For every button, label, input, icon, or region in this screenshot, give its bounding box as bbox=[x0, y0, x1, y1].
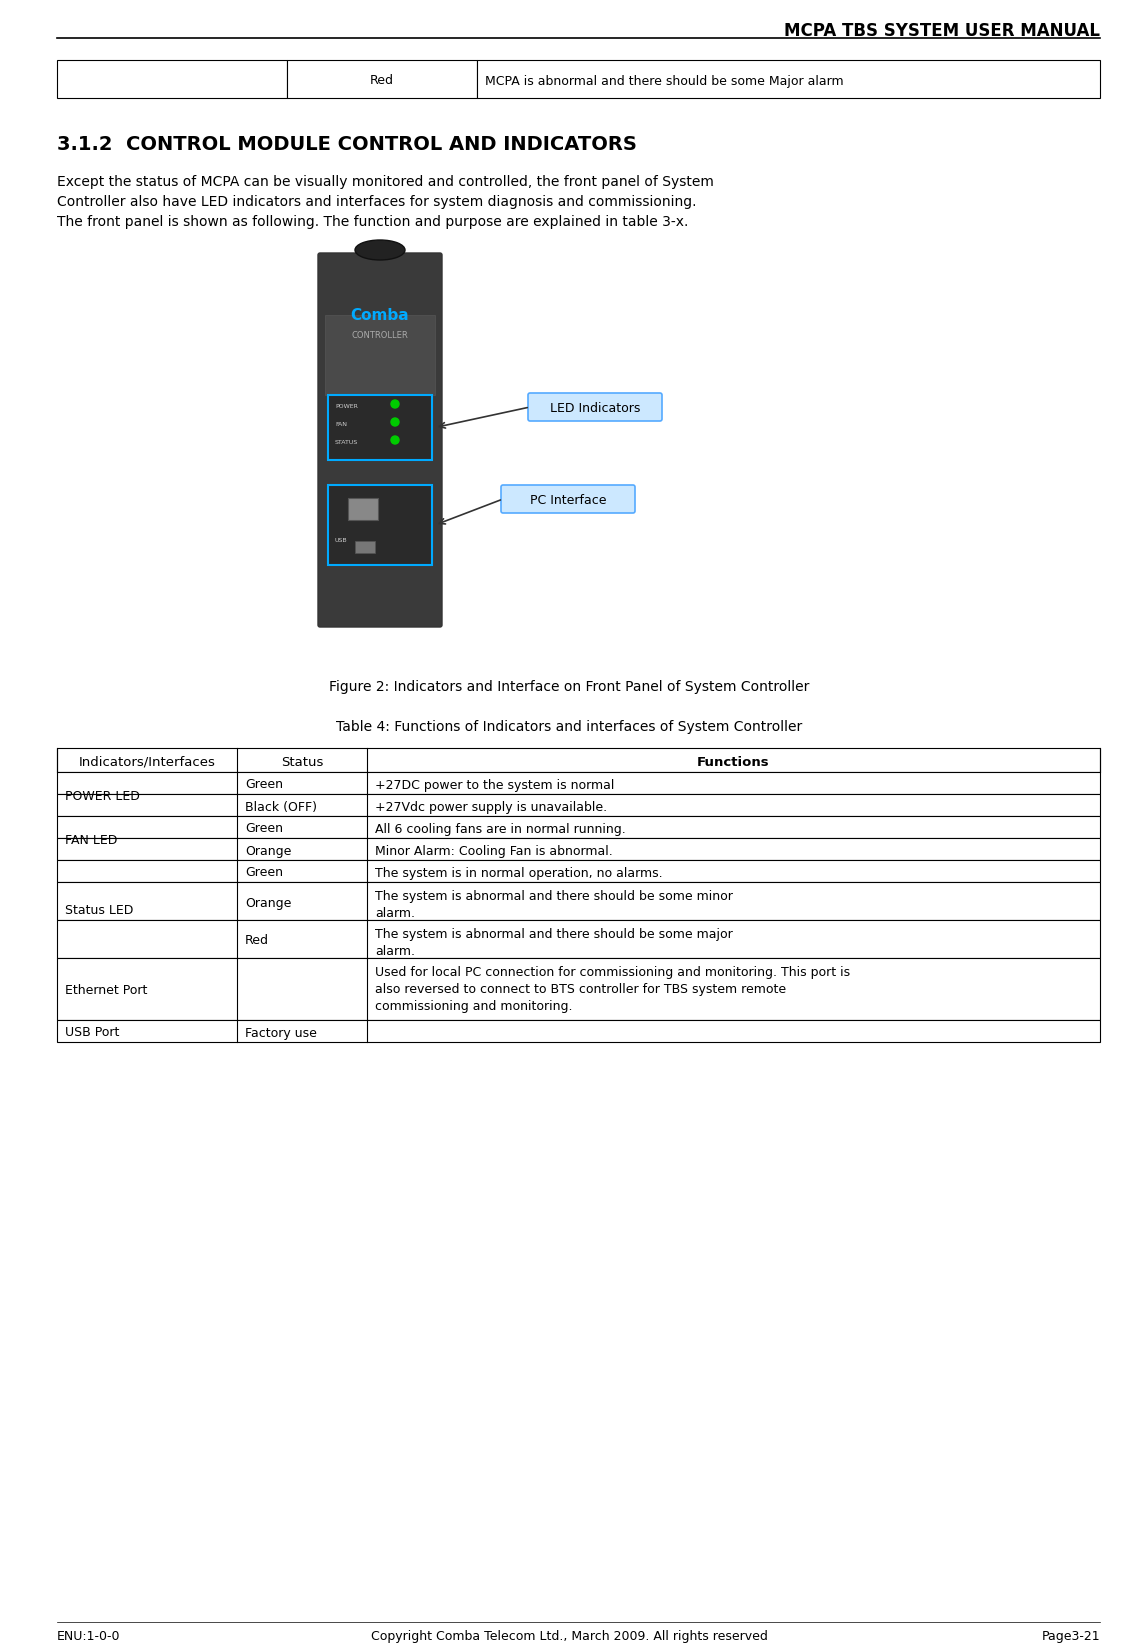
Bar bbox=[328, 395, 432, 459]
Text: +27Vdc power supply is unavailable.: +27Vdc power supply is unavailable. bbox=[376, 801, 608, 813]
Text: Status LED: Status LED bbox=[65, 905, 133, 917]
Bar bbox=[325, 316, 435, 395]
Text: Green: Green bbox=[245, 778, 283, 791]
Text: also reversed to connect to BTS controller for TBS system remote: also reversed to connect to BTS controll… bbox=[376, 983, 786, 996]
Text: Green: Green bbox=[245, 867, 283, 879]
Text: The system is abnormal and there should be some minor: The system is abnormal and there should … bbox=[376, 890, 733, 904]
Text: PC Interface: PC Interface bbox=[530, 494, 607, 507]
Text: Status: Status bbox=[281, 755, 323, 768]
Text: Comba: Comba bbox=[351, 307, 410, 322]
Text: The system is in normal operation, no alarms.: The system is in normal operation, no al… bbox=[376, 867, 662, 879]
Text: MCPA is abnormal and there should be some Major alarm: MCPA is abnormal and there should be som… bbox=[485, 74, 843, 88]
Text: Orange: Orange bbox=[245, 897, 291, 910]
FancyBboxPatch shape bbox=[528, 393, 662, 421]
Text: The front panel is shown as following. The function and purpose are explained in: The front panel is shown as following. T… bbox=[57, 215, 688, 230]
Text: 3.1.2  CONTROL MODULE CONTROL AND INDICATORS: 3.1.2 CONTROL MODULE CONTROL AND INDICAT… bbox=[57, 135, 637, 154]
Text: commissioning and monitoring.: commissioning and monitoring. bbox=[376, 999, 572, 1013]
FancyBboxPatch shape bbox=[501, 486, 635, 514]
Text: Ethernet Port: Ethernet Port bbox=[65, 985, 148, 998]
Text: Minor Alarm: Cooling Fan is abnormal.: Minor Alarm: Cooling Fan is abnormal. bbox=[376, 844, 612, 857]
Text: Controller also have LED indicators and interfaces for system diagnosis and comm: Controller also have LED indicators and … bbox=[57, 195, 696, 210]
Text: Page3-21: Page3-21 bbox=[1041, 1631, 1100, 1644]
Text: USB: USB bbox=[335, 537, 347, 542]
Circle shape bbox=[391, 400, 399, 408]
Text: Black (OFF): Black (OFF) bbox=[245, 801, 318, 813]
Text: The system is abnormal and there should be some major: The system is abnormal and there should … bbox=[376, 928, 733, 942]
Text: MCPA TBS SYSTEM USER MANUAL: MCPA TBS SYSTEM USER MANUAL bbox=[784, 21, 1100, 40]
Bar bbox=[57, 838, 1100, 861]
Text: Green: Green bbox=[245, 823, 283, 836]
Text: FAN LED: FAN LED bbox=[65, 834, 117, 846]
Text: Table 4: Functions of Indicators and interfaces of System Controller: Table 4: Functions of Indicators and int… bbox=[336, 720, 802, 733]
Bar bbox=[355, 540, 376, 553]
Bar bbox=[57, 958, 1100, 1019]
Text: Red: Red bbox=[245, 935, 269, 948]
Bar bbox=[57, 861, 1100, 882]
Bar bbox=[348, 497, 378, 520]
Bar bbox=[57, 795, 1100, 816]
Text: ENU:1-0-0: ENU:1-0-0 bbox=[57, 1631, 121, 1644]
FancyBboxPatch shape bbox=[318, 253, 442, 628]
Text: alarm.: alarm. bbox=[376, 945, 415, 958]
Text: Orange: Orange bbox=[245, 844, 291, 857]
Text: LED Indicators: LED Indicators bbox=[550, 403, 641, 416]
Bar bbox=[57, 816, 1100, 838]
Text: USB Port: USB Port bbox=[65, 1026, 119, 1039]
Bar bbox=[328, 486, 432, 565]
Bar bbox=[57, 59, 287, 97]
Text: POWER: POWER bbox=[335, 405, 357, 410]
Text: Indicators/Interfaces: Indicators/Interfaces bbox=[79, 755, 215, 768]
Ellipse shape bbox=[355, 240, 405, 259]
Text: All 6 cooling fans are in normal running.: All 6 cooling fans are in normal running… bbox=[376, 823, 626, 836]
Text: +27DC power to the system is normal: +27DC power to the system is normal bbox=[376, 778, 615, 791]
Text: Figure 2: Indicators and Interface on Front Panel of System Controller: Figure 2: Indicators and Interface on Fr… bbox=[329, 681, 809, 694]
Bar bbox=[57, 1019, 1100, 1042]
Text: STATUS: STATUS bbox=[335, 441, 358, 446]
Circle shape bbox=[391, 436, 399, 444]
Text: alarm.: alarm. bbox=[376, 907, 415, 920]
Bar bbox=[57, 771, 1100, 795]
Text: Factory use: Factory use bbox=[245, 1026, 316, 1039]
Bar bbox=[287, 59, 477, 97]
Bar bbox=[57, 920, 1100, 958]
Bar bbox=[57, 748, 1100, 771]
Text: Used for local PC connection for commissioning and monitoring. This port is: Used for local PC connection for commiss… bbox=[376, 966, 850, 980]
Text: POWER LED: POWER LED bbox=[65, 790, 140, 803]
Text: Functions: Functions bbox=[698, 755, 769, 768]
Bar bbox=[57, 882, 1100, 920]
Text: Except the status of MCPA can be visually monitored and controlled, the front pa: Except the status of MCPA can be visuall… bbox=[57, 175, 714, 188]
Text: FAN: FAN bbox=[335, 423, 347, 428]
Text: Red: Red bbox=[370, 74, 394, 88]
Circle shape bbox=[391, 418, 399, 426]
Bar bbox=[477, 59, 1100, 97]
Text: Copyright Comba Telecom Ltd., March 2009. All rights reserved: Copyright Comba Telecom Ltd., March 2009… bbox=[371, 1631, 767, 1644]
Text: CONTROLLER: CONTROLLER bbox=[352, 330, 409, 340]
